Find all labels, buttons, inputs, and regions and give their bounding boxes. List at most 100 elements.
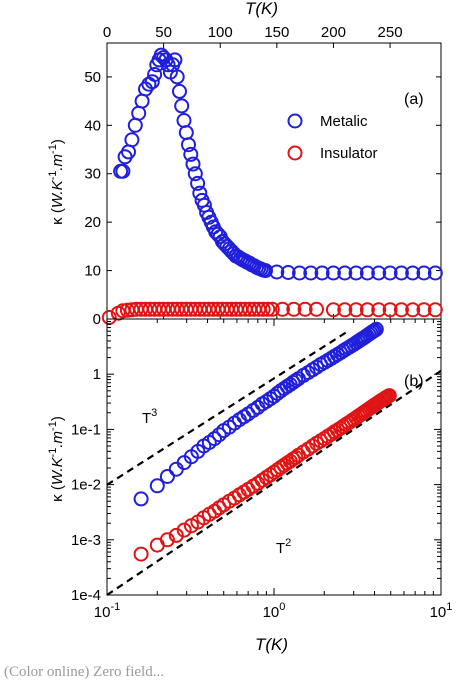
panel-a-point-metalic (393, 265, 409, 281)
panel-a-ytick-label: 0 (93, 311, 101, 328)
panel-b-point-metalic (211, 427, 227, 443)
panel-a-point-insulator (264, 301, 280, 317)
panel-a-ticks: 0 50 100 150 200 250 0 10 20 30 40 50 (84, 24, 441, 328)
legend: Metalic Insulator (287, 113, 378, 162)
panel-a-point-insulator (405, 302, 421, 318)
panel-a-point-insulator (427, 302, 443, 318)
panel-a-point-insulator (255, 301, 271, 317)
panel-a-point-insulator (260, 301, 276, 317)
panel-a-xlabel: T(K) (245, 0, 278, 18)
panel-b-point-metalic (159, 469, 175, 484)
panel-a-ytick-label: 50 (84, 69, 101, 86)
panel-a-point-metalic (183, 146, 199, 162)
panel-b-xtick-label: 100 (263, 601, 286, 621)
legend-label-insulator: Insulator (320, 145, 378, 162)
panel-a-point-metalic (280, 265, 296, 280)
panel-a-point-metalic (124, 132, 140, 148)
panel-a-point-metalic (127, 117, 143, 133)
panel-a-xtick-label: 0 (103, 24, 111, 41)
panel-a-point-insulator (325, 302, 341, 318)
panel-a-point-metalic (325, 265, 341, 281)
reference-line-t3 (106, 331, 347, 486)
panel-b-points (133, 321, 397, 562)
panel-a-point-metalic (190, 175, 206, 191)
panel-a-point-metalic (359, 265, 375, 281)
panel-a-ytick-label: 20 (84, 214, 101, 231)
panel-a-point-metalic (348, 265, 364, 281)
panel-a-ytick-label: 40 (84, 117, 101, 134)
annotation-t2: T2 (276, 537, 291, 557)
panel-a-xtick-label: 250 (378, 24, 403, 41)
panel-a-ytick-label: 30 (84, 166, 101, 183)
panel-b-point-insulator (168, 527, 184, 543)
panel-a-point-metalic (115, 163, 131, 179)
panel-b-ytick-label: 1e-2 (71, 477, 101, 494)
panel-b-point-insulator (381, 388, 397, 404)
panel-a-point-metalic (292, 265, 307, 281)
panel-a-xtick-label: 50 (155, 24, 172, 41)
panel-a-point-metalic (156, 50, 172, 65)
panel-b-point-metalic (149, 478, 165, 494)
panel-a-xtick-label: 200 (321, 24, 346, 41)
panel-a-point-insulator (348, 302, 364, 318)
panel-b-point-metalic (368, 321, 384, 337)
panel-a-point-metalic (382, 265, 398, 281)
panel-b-point-metalic (133, 491, 149, 507)
panel-a-point-metalic (181, 137, 196, 153)
panel-a-point-metalic (208, 224, 224, 240)
legend-label-metalic: Metalic (320, 113, 368, 130)
panel-a-point-metalic (187, 166, 203, 182)
panel-b-point-metalic (258, 394, 274, 409)
panel-a-point-metalic (153, 47, 169, 63)
panel-b-ytick-label: 1e-3 (71, 532, 101, 549)
panel-a-point-metalic (174, 98, 190, 114)
panel-b-ytick-label: 1 (93, 366, 101, 383)
panel-a-points (101, 47, 443, 325)
panel-b-ytick-label: 1e-4 (71, 587, 101, 604)
panel-b-point-metalic (288, 373, 304, 388)
panel-b-ytick-label: 1e-1 (71, 421, 101, 438)
panel-a-point-metalic (169, 69, 185, 85)
panel-a-point-metalic (416, 265, 432, 281)
panel-a-point-metalic (303, 265, 319, 281)
panel-b-xtick-label: 101 (430, 601, 453, 621)
panel-b-xlabel: T(K) (255, 635, 288, 654)
panel-a-point-insulator (337, 302, 353, 318)
panel-a-point-metalic (337, 265, 353, 281)
panel-a-point-insulator (371, 302, 387, 318)
panel-a-point-insulator (359, 302, 375, 318)
panel-a-point-insulator (393, 302, 409, 318)
panel-a-point-insulator (286, 301, 302, 317)
panel-a-point-insulator (382, 302, 398, 318)
panel-a-point-metalic (314, 265, 330, 281)
panel-a-point-insulator (297, 301, 313, 317)
panel-a-point-metalic (167, 52, 183, 68)
panel-b-ylabel: κ (W.K-1.m-1) (47, 416, 66, 502)
panel-b-point-metalic (207, 431, 222, 447)
panel-b-point-insulator (159, 532, 175, 548)
panel-a-point-metalic (427, 265, 443, 281)
panel-b-label: (b) (404, 373, 424, 390)
panel-a-point-metalic (176, 113, 192, 128)
panel-a-xtick-label: 150 (264, 24, 289, 41)
panel-a-point-metalic (405, 265, 421, 281)
panel-a-point-insulator (275, 301, 290, 317)
panel-a-point-insulator (416, 302, 432, 318)
panel-a-xtick-label: 100 (208, 24, 233, 41)
panel-a-point-insulator (309, 301, 324, 317)
panel-a-point-metalic (185, 156, 201, 172)
panel-a-point-metalic (371, 265, 387, 281)
panel-a-label: (a) (404, 91, 424, 108)
panel-a-point-metalic (172, 83, 187, 99)
panel-a-point-metalic (258, 263, 273, 279)
panel-a-point-metalic (131, 105, 147, 121)
panel-b-point-insulator (133, 546, 149, 562)
legend-marker-insulator (287, 145, 303, 161)
panel-b-ticks: 10-1 100 101 1e-4 1e-3 1e-2 1e-1 1 (71, 319, 452, 621)
caption-fragment: (Color online) Zero field... (4, 664, 164, 680)
panel-a-point-metalic (144, 74, 160, 90)
legend-marker-metalic (287, 113, 303, 129)
panel-b-frame (106, 318, 442, 596)
panel-a-point-metalic (147, 67, 163, 82)
